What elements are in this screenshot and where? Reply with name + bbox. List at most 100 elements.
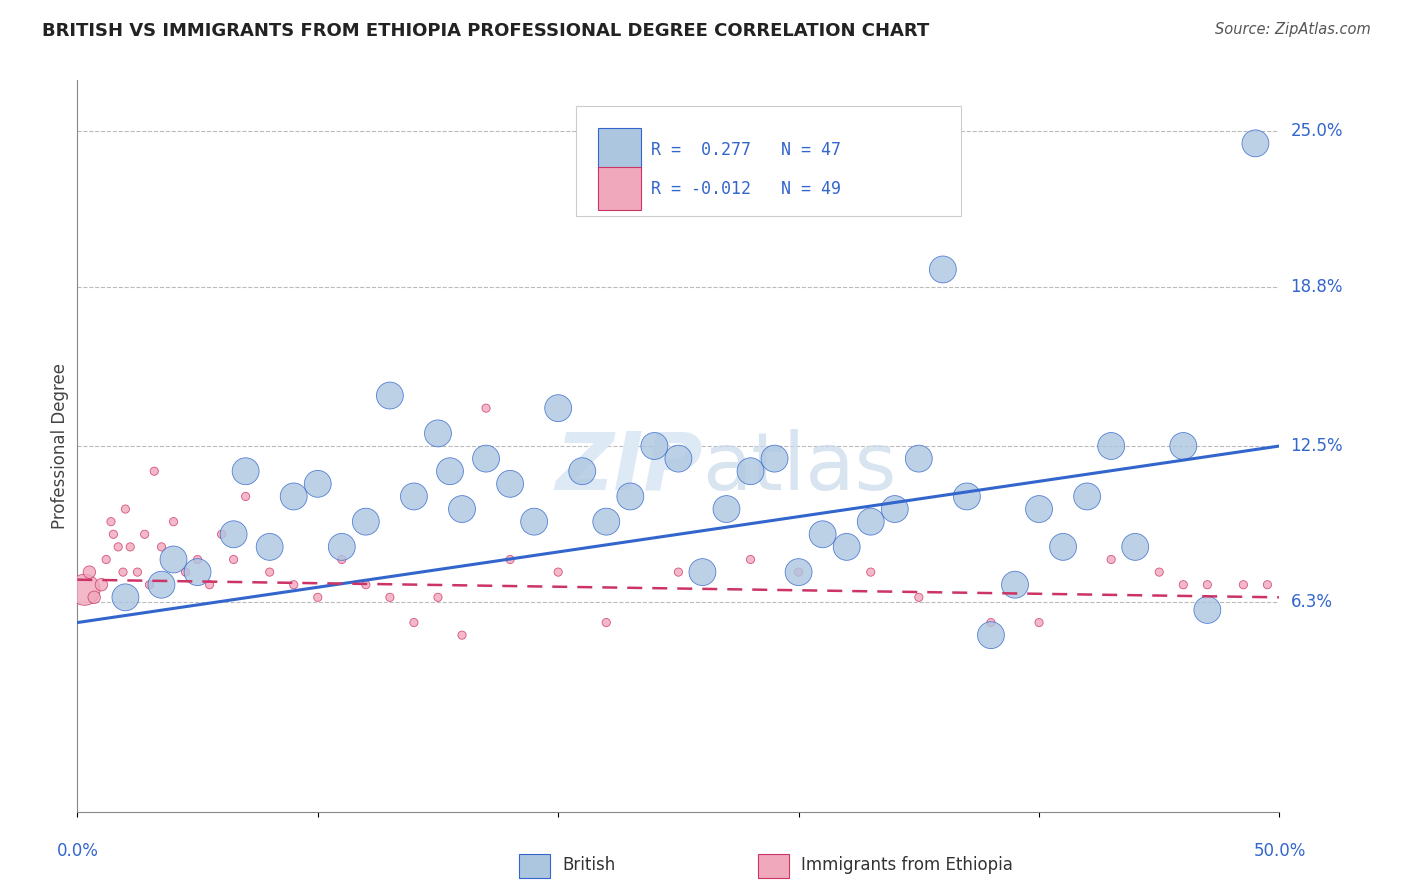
Point	[980, 628, 1002, 642]
Text: R =  0.277   N = 47: R = 0.277 N = 47	[651, 141, 841, 159]
Point	[402, 615, 425, 630]
Point	[908, 591, 931, 605]
Point	[283, 578, 305, 592]
Point	[763, 451, 786, 466]
Point	[475, 401, 498, 416]
Point	[114, 591, 136, 605]
Point	[439, 464, 461, 478]
Point	[595, 515, 617, 529]
Point	[73, 582, 96, 597]
Point	[402, 490, 425, 504]
Point	[835, 540, 858, 554]
Point	[222, 552, 245, 566]
FancyBboxPatch shape	[598, 128, 641, 171]
Point	[107, 540, 129, 554]
Point	[1149, 565, 1171, 579]
Text: British: British	[562, 856, 616, 874]
Point	[1052, 540, 1074, 554]
Point	[162, 515, 184, 529]
Text: 18.8%: 18.8%	[1291, 278, 1343, 296]
Point	[475, 451, 498, 466]
Point	[499, 476, 522, 491]
Point	[571, 464, 593, 478]
FancyBboxPatch shape	[576, 106, 960, 216]
Point	[908, 451, 931, 466]
Point	[980, 615, 1002, 630]
Point	[1099, 552, 1122, 566]
Text: 12.5%: 12.5%	[1291, 437, 1343, 455]
Point	[451, 628, 474, 642]
Point	[787, 565, 810, 579]
Point	[103, 527, 125, 541]
Point	[811, 527, 834, 541]
Point	[668, 565, 690, 579]
Point	[427, 426, 450, 441]
Point	[259, 540, 281, 554]
Point	[138, 578, 160, 592]
Point	[307, 591, 329, 605]
Point	[740, 464, 762, 478]
Point	[883, 502, 905, 516]
FancyBboxPatch shape	[598, 167, 641, 211]
Y-axis label: Professional Degree: Professional Degree	[51, 363, 69, 529]
Point	[222, 527, 245, 541]
Point	[90, 578, 112, 592]
Point	[378, 388, 401, 402]
Point	[859, 515, 882, 529]
Point	[787, 565, 810, 579]
Point	[956, 490, 979, 504]
Point	[283, 490, 305, 504]
Point	[235, 464, 257, 478]
Text: 0.0%: 0.0%	[56, 842, 98, 860]
Point	[1232, 578, 1254, 592]
Point	[114, 502, 136, 516]
Point	[120, 540, 142, 554]
Point	[143, 464, 166, 478]
Point	[547, 565, 569, 579]
Text: atlas: atlas	[703, 429, 897, 507]
Text: 25.0%: 25.0%	[1291, 121, 1343, 140]
Point	[235, 490, 257, 504]
Text: 50.0%: 50.0%	[1253, 842, 1306, 860]
Point	[378, 591, 401, 605]
Point	[643, 439, 665, 453]
Point	[692, 565, 714, 579]
Point	[499, 552, 522, 566]
Point	[354, 578, 377, 592]
Point	[150, 540, 173, 554]
Point	[259, 565, 281, 579]
Point	[1173, 439, 1195, 453]
Text: R = -0.012   N = 49: R = -0.012 N = 49	[651, 179, 841, 197]
Point	[1197, 578, 1219, 592]
Point	[932, 262, 955, 277]
Point	[111, 565, 134, 579]
Point	[100, 515, 122, 529]
Point	[211, 527, 233, 541]
Point	[330, 540, 353, 554]
Point	[1028, 615, 1050, 630]
Text: BRITISH VS IMMIGRANTS FROM ETHIOPIA PROFESSIONAL DEGREE CORRELATION CHART: BRITISH VS IMMIGRANTS FROM ETHIOPIA PROF…	[42, 22, 929, 40]
Point	[595, 615, 617, 630]
Point	[1028, 502, 1050, 516]
Point	[716, 502, 738, 516]
Point	[1099, 439, 1122, 453]
Point	[134, 527, 156, 541]
Text: ZIP: ZIP	[555, 429, 703, 507]
Point	[740, 552, 762, 566]
Point	[354, 515, 377, 529]
Point	[1256, 578, 1278, 592]
Text: 6.3%: 6.3%	[1291, 593, 1333, 611]
Point	[198, 578, 221, 592]
Point	[1004, 578, 1026, 592]
Point	[619, 490, 641, 504]
Point	[307, 476, 329, 491]
Point	[150, 578, 173, 592]
Point	[1123, 540, 1146, 554]
Point	[1197, 603, 1219, 617]
Point	[1244, 136, 1267, 151]
Point	[162, 552, 184, 566]
Point	[547, 401, 569, 416]
Point	[451, 502, 474, 516]
Point	[186, 565, 209, 579]
Point	[79, 565, 101, 579]
